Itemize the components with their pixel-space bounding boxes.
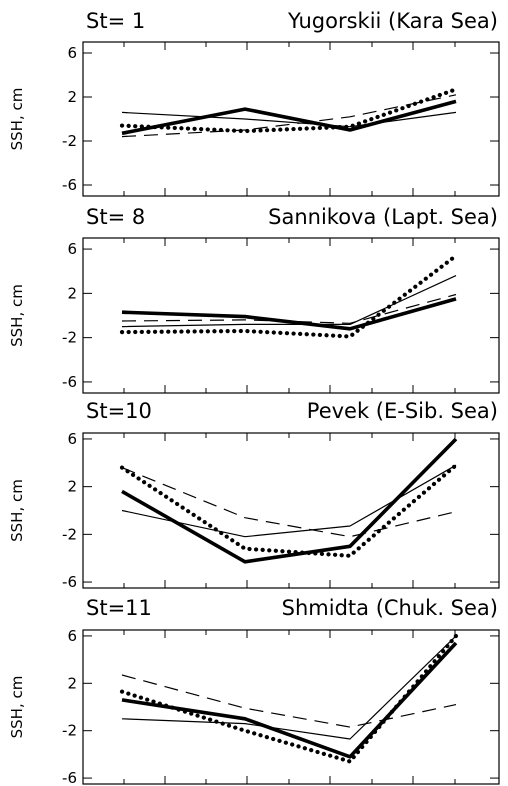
y-axis-label: SSH, cm xyxy=(8,676,26,739)
chart-title-station: St= 1 xyxy=(86,9,145,33)
y-tick-label: 2 xyxy=(67,284,77,302)
plot-frame xyxy=(82,629,500,785)
chart-title-station: St= 8 xyxy=(86,205,145,229)
y-tick-label: -6 xyxy=(62,769,77,786)
series-line-dotted xyxy=(119,633,459,764)
plot-frame xyxy=(82,432,500,589)
series-line-thin-solid xyxy=(121,275,457,328)
chart-title-station: St=11 xyxy=(86,596,152,620)
y-tick-label: 6 xyxy=(67,240,77,258)
y-axis-label: SSH, cm xyxy=(8,88,26,151)
series-line-thick-solid xyxy=(121,641,458,759)
y-tick-label: -6 xyxy=(62,373,77,391)
y-tick-label: 6 xyxy=(67,430,77,448)
series-line-thick-solid xyxy=(121,297,457,331)
chart-panel: St= 8 Sannikova (Lapt. Sea) 6 2 -2 -6 SSH, cm xyxy=(8,205,500,394)
y-tick-label: -6 xyxy=(62,573,77,591)
chart-panel: St=11 Shmidta (Chuk. Sea) 6 2 -2 -6 SSH, cm xyxy=(8,596,500,786)
y-tick-label: -2 xyxy=(62,329,77,347)
chart-title-name: Yugorskii (Kara Sea) xyxy=(287,9,498,33)
y-tick-label: -2 xyxy=(62,722,77,740)
chart-title-name: Shmidta (Chuk. Sea) xyxy=(282,596,498,620)
y-tick-label: 6 xyxy=(67,44,77,62)
y-tick-label: 2 xyxy=(67,674,77,692)
chart-title-name: Pevek (E-Sib. Sea) xyxy=(307,399,498,423)
plot-frame xyxy=(82,237,500,394)
series-line-dotted xyxy=(119,463,459,558)
y-tick-label: 2 xyxy=(67,478,77,496)
plot-frame xyxy=(82,41,500,197)
y-tick-label: -6 xyxy=(62,176,77,194)
y-axis-label: SSH, cm xyxy=(8,284,26,347)
series-line-thin-solid xyxy=(121,635,457,740)
chart-title-station: St=10 xyxy=(86,399,152,423)
series-line-dotted xyxy=(119,87,459,134)
y-tick-label: -2 xyxy=(62,525,77,543)
chart-title-name: Sannikova (Lapt. Sea) xyxy=(268,205,498,229)
series-line-dashed xyxy=(121,674,457,728)
y-tick-label: 2 xyxy=(67,88,77,106)
series-line-dashed xyxy=(121,467,457,538)
y-axis-label: SSH, cm xyxy=(8,479,26,542)
series-line-thick-solid xyxy=(121,437,458,564)
chart-panel: St=10 Pevek (E-Sib. Sea) 6 2 -2 -6 SSH, cm xyxy=(8,399,500,591)
series-line-dotted xyxy=(119,253,459,339)
series-line-thick-solid xyxy=(121,99,457,136)
series-line-dashed xyxy=(121,94,457,138)
y-tick-label: -2 xyxy=(62,132,77,150)
series-line-thin-solid xyxy=(121,464,457,538)
y-tick-label: 6 xyxy=(67,627,77,645)
chart-panel: St= 1 Yugorskii (Kara Sea) 6 2 -2 -6 SSH, cm xyxy=(8,9,500,197)
